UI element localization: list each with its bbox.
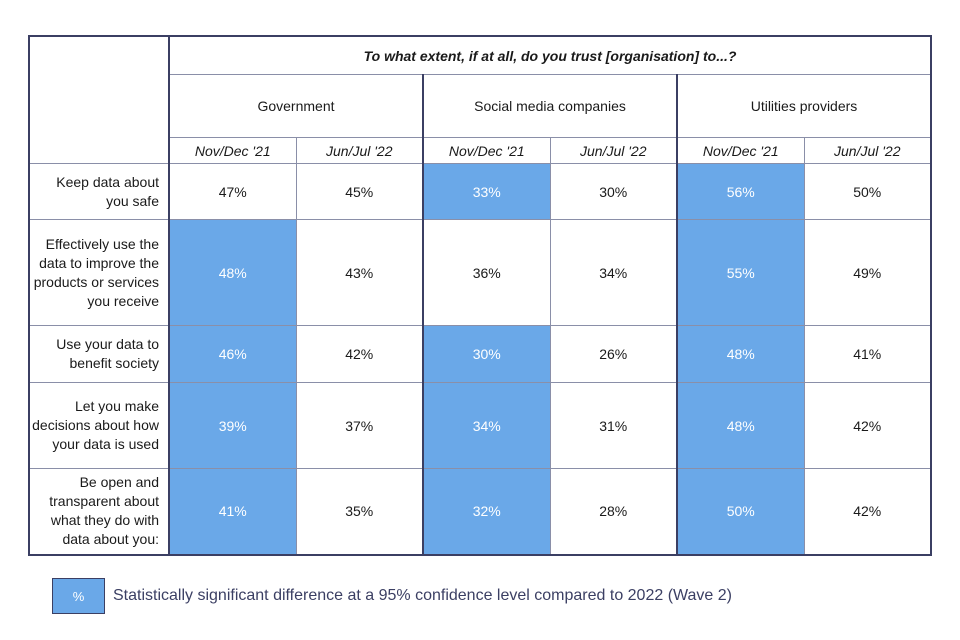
period-header: Jun/Jul '22 xyxy=(803,137,933,164)
value-cell: 41% xyxy=(168,468,297,556)
value-cell: 50% xyxy=(803,163,933,220)
row-label: Effectively use the data to improve the … xyxy=(28,219,170,326)
value-cell: 37% xyxy=(295,382,424,469)
value-cell: 32% xyxy=(422,468,551,556)
value-cell: 42% xyxy=(295,325,424,383)
value-cell: 34% xyxy=(549,219,678,326)
legend-text: Statistically significant difference at … xyxy=(113,587,732,604)
period-header: Nov/Dec '21 xyxy=(168,137,297,164)
period-header: Nov/Dec '21 xyxy=(422,137,551,164)
value-cell: 45% xyxy=(295,163,424,220)
period-header: Nov/Dec '21 xyxy=(676,137,805,164)
value-cell: 55% xyxy=(676,219,805,326)
value-cell: 26% xyxy=(549,325,678,383)
org-header-social-media: Social media companies xyxy=(422,74,678,138)
row-label: Use your data to benefit society xyxy=(28,325,170,383)
value-cell: 50% xyxy=(676,468,805,556)
value-cell: 34% xyxy=(422,382,551,469)
org-header-government: Government xyxy=(168,74,424,138)
legend-swatch: % xyxy=(52,578,105,614)
value-cell: 31% xyxy=(549,382,678,469)
value-cell: 39% xyxy=(168,382,297,469)
table-row: Let you make decisions about how your da… xyxy=(28,382,933,469)
question-header: To what extent, if at all, do you trust … xyxy=(167,35,933,75)
value-cell: 48% xyxy=(676,325,805,383)
table-row: Use your data to benefit society 46% 42% 30… xyxy=(28,325,933,383)
value-cell: 56% xyxy=(676,163,805,220)
period-header: Jun/Jul '22 xyxy=(549,137,678,164)
value-cell: 30% xyxy=(422,325,551,383)
row-label: Keep data about you safe xyxy=(28,163,170,220)
org-header-utilities: Utilities providers xyxy=(675,74,933,138)
value-cell: 48% xyxy=(168,219,297,326)
value-cell: 46% xyxy=(168,325,297,383)
legend: % Statistically significant difference a… xyxy=(52,578,732,614)
value-cell: 36% xyxy=(422,219,551,326)
value-cell: 35% xyxy=(295,468,424,556)
table-row: Be open and transparent about what they … xyxy=(28,468,933,556)
value-cell: 49% xyxy=(803,219,933,326)
value-cell: 41% xyxy=(803,325,933,383)
value-cell: 42% xyxy=(803,468,933,556)
value-cell: 42% xyxy=(803,382,933,469)
value-cell: 33% xyxy=(422,163,551,220)
table-row: Effectively use the data to improve the … xyxy=(28,219,933,326)
row-label: Let you make decisions about how your da… xyxy=(28,382,170,469)
value-cell: 43% xyxy=(295,219,424,326)
trust-table: To what extent, if at all, do you trust … xyxy=(28,35,933,556)
value-cell: 48% xyxy=(676,382,805,469)
row-label: Be open and transparent about what they … xyxy=(28,468,170,556)
period-header: Jun/Jul '22 xyxy=(295,137,424,164)
corner-cell xyxy=(28,35,170,164)
value-cell: 30% xyxy=(549,163,678,220)
table-row: Keep data about you safe 47% 45% 33% 30% 56% 5… xyxy=(28,163,933,220)
value-cell: 28% xyxy=(549,468,678,556)
value-cell: 47% xyxy=(168,163,297,220)
